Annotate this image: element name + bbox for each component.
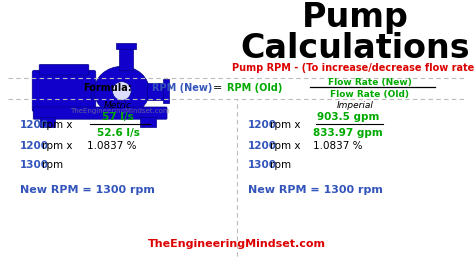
FancyBboxPatch shape (33, 107, 167, 119)
Text: Pump RPM - (To increase/decrease flow rate): Pump RPM - (To increase/decrease flow ra… (232, 63, 474, 73)
Bar (140, 117, 156, 127)
Bar (116, 43, 136, 48)
Text: Metric: Metric (104, 102, 132, 110)
FancyBboxPatch shape (39, 64, 89, 75)
Text: rpm x: rpm x (42, 141, 73, 151)
Text: Flow Rate (New): Flow Rate (New) (328, 77, 412, 86)
Text: rpm x: rpm x (42, 120, 73, 130)
Text: RPM (Old): RPM (Old) (228, 83, 283, 93)
Ellipse shape (94, 66, 149, 116)
Text: 1200: 1200 (20, 120, 49, 130)
Text: Imperial: Imperial (337, 102, 374, 110)
Text: rpm: rpm (270, 160, 291, 170)
Text: 1200: 1200 (248, 120, 277, 130)
Bar (91, 84, 108, 98)
Text: 1300: 1300 (20, 160, 49, 170)
Text: TheEngineeringMindset.com: TheEngineeringMindset.com (148, 239, 326, 249)
Text: TheEngineeringMindset.com: TheEngineeringMindset.com (70, 108, 170, 114)
Text: 1200: 1200 (20, 141, 49, 151)
Bar (119, 46, 133, 70)
FancyBboxPatch shape (32, 70, 96, 112)
Text: New RPM = 1300 rpm: New RPM = 1300 rpm (248, 185, 383, 195)
Text: Flow Rate (Old): Flow Rate (Old) (330, 89, 410, 98)
Text: rpm: rpm (42, 160, 63, 170)
Text: 57 l/s: 57 l/s (102, 112, 134, 122)
Bar (40, 117, 55, 127)
Text: RPM (New): RPM (New) (152, 83, 212, 93)
Text: 903.5 gpm: 903.5 gpm (317, 112, 379, 122)
Bar (147, 82, 166, 99)
Text: 1300: 1300 (248, 160, 277, 170)
Text: New RPM = 1300 rpm: New RPM = 1300 rpm (20, 185, 155, 195)
Text: Pump: Pump (301, 2, 409, 35)
Text: 1.0837 %: 1.0837 % (87, 141, 137, 151)
Text: Formula:: Formula: (83, 83, 132, 93)
Text: 1.0837 %: 1.0837 % (313, 141, 363, 151)
Text: 833.97 gpm: 833.97 gpm (313, 128, 383, 138)
Text: =: = (213, 83, 223, 93)
Bar (164, 79, 169, 103)
Text: 1200: 1200 (248, 141, 277, 151)
Text: rpm x: rpm x (270, 120, 301, 130)
Text: 52.6 l/s: 52.6 l/s (97, 128, 139, 138)
Text: rpm x: rpm x (270, 141, 301, 151)
Text: Calculations: Calculations (240, 31, 470, 64)
Ellipse shape (112, 82, 131, 100)
